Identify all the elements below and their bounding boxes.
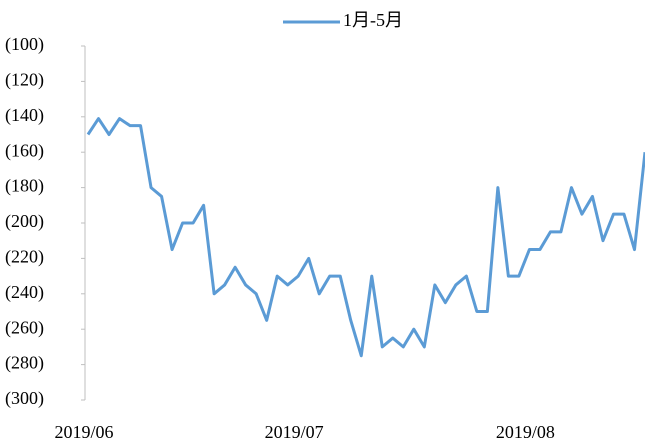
y-tick-label: (280)	[5, 353, 44, 374]
x-tick-label: 2019/07	[265, 422, 324, 442]
y-tick-label: (220)	[5, 247, 44, 268]
y-tick-label: (120)	[5, 70, 44, 91]
y-tick-label: (200)	[5, 211, 44, 232]
y-tick-label: (100)	[5, 34, 44, 55]
y-tick-label: (140)	[5, 105, 44, 126]
legend-label: 1月-5月	[343, 10, 403, 30]
line-series	[88, 119, 645, 356]
y-tick-label: (180)	[5, 176, 44, 197]
x-tick-label: 2019/06	[54, 422, 113, 442]
y-tick-label: (160)	[5, 140, 44, 161]
x-tick-label: 2019/08	[496, 422, 555, 442]
y-tick-label: (260)	[5, 317, 44, 338]
chart: (100) (120) (140) (160) (180) (200) (220) (240)…	[0, 0, 645, 446]
y-tick-label: (240)	[5, 282, 44, 303]
y-tick-label: (300)	[5, 388, 44, 409]
